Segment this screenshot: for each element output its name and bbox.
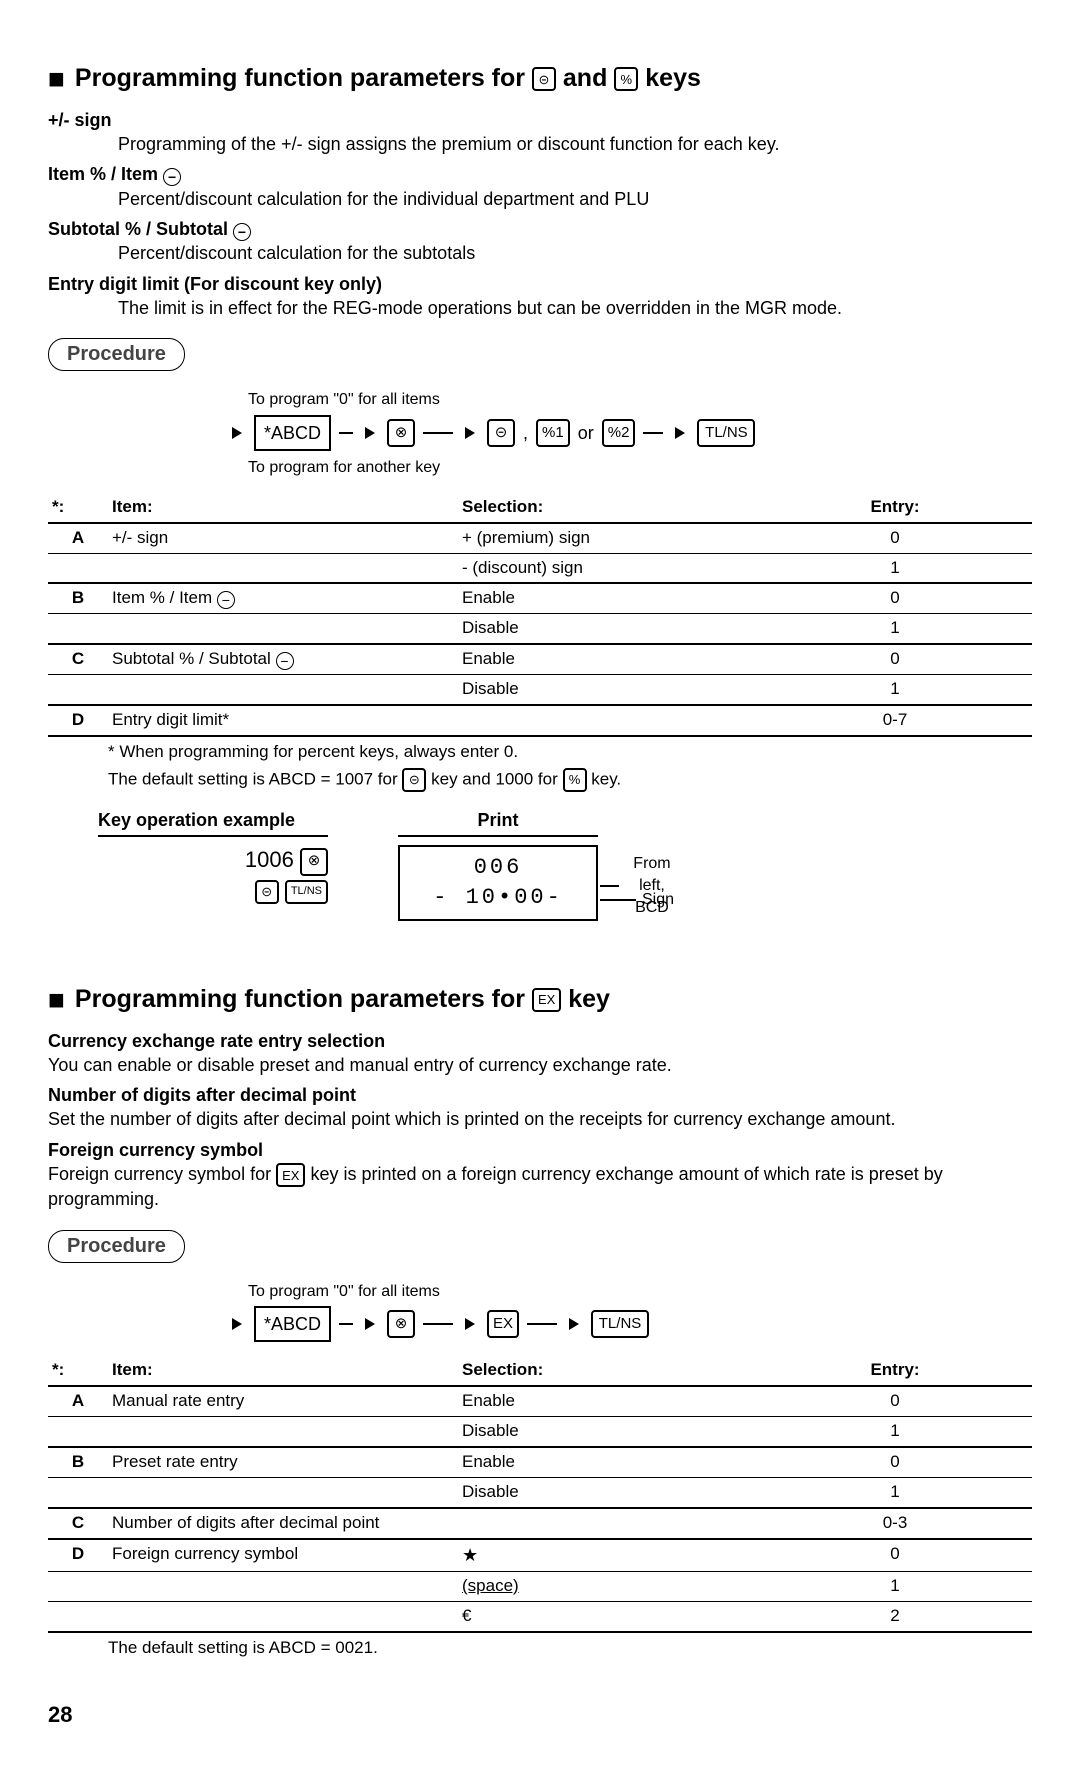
arrow-icon [365,427,375,439]
footnote: * When programming for percent keys, alw… [108,741,1032,764]
flow-diagram: To program "0" for all items *ABCD ⊗ EX … [228,1281,1032,1343]
pct1-key-icon: %1 [536,419,570,447]
pct2-key-icon: %2 [602,419,636,447]
def-term: Foreign currency symbol [48,1138,1032,1162]
ex-key-icon: EX [532,988,561,1012]
arrow-icon [232,1318,242,1330]
footnote: The default setting is ABCD = 1007 for ⊝… [108,768,1032,792]
def-body: The limit is in effect for the REG-mode … [48,296,1032,320]
circle-minus-icon: − [233,223,251,241]
def-term: Item % / Item − [48,162,1032,186]
tlns-key-icon: TL/NS [285,880,328,904]
def-body: You can enable or disable preset and man… [48,1053,1032,1077]
kop-line: ⊝ TL/NS [98,876,328,906]
def-body: Percent/discount calculation for the ind… [48,187,1032,211]
flow-text: or [578,421,594,445]
minus-key-icon: ⊝ [487,419,515,447]
print-receipt: 006 - 10•00- From left, BCD Sign [398,845,598,920]
ex-key-icon: EX [276,1163,305,1187]
flow-note: To program "0" for all items [248,1281,1032,1303]
annotation: Sign [642,889,674,911]
items-table: *: Item: Selection: Entry: A+/- sign+ (p… [48,493,1032,738]
arrow-icon [465,427,475,439]
def-body: Foreign currency symbol for EX key is pr… [48,1162,1032,1212]
procedure-pill: Procedure [48,338,185,371]
def-body: Percent/discount calculation for the sub… [48,241,1032,265]
def-term: +/- sign [48,108,1032,132]
arrow-icon [675,427,685,439]
section1-title: ■ Programming function parameters for ⊝ … [48,60,1032,98]
flow-box: *ABCD [254,415,331,451]
flow-diagram: To program "0" for all items *ABCD ⊗ ⊝ ,… [228,389,1032,478]
flow-text: , [523,421,528,445]
print-line: 006 [404,853,592,883]
title-text: Programming function parameters for ⊝ an… [75,62,701,96]
tlns-key-icon: TL/NS [697,419,755,447]
procedure-pill: Procedure [48,1230,185,1263]
at-key-icon: ⊗ [387,1310,415,1338]
ex-key-icon: EX [487,1310,519,1338]
key-operation-example: Key operation example 1006 ⊗ ⊝ TL/NS Pri… [98,808,1032,921]
print-line: - 10•00- [404,883,592,913]
percent-key-icon: % [563,768,587,792]
square-bullet-icon: ■ [48,981,65,1019]
arrow-icon [365,1318,375,1330]
minus-key-icon: ⊝ [255,880,279,904]
page-number: 28 [48,1700,1032,1730]
circle-minus-icon: − [217,591,235,609]
def-term: Currency exchange rate entry selection [48,1029,1032,1053]
line [339,432,353,434]
circle-minus-icon: − [163,168,181,186]
square-bullet-icon: ■ [48,60,65,98]
procedure-block: Procedure To program "0" for all items *… [48,320,1032,478]
line [339,1323,353,1325]
minus-key-icon: ⊝ [532,67,556,91]
flow-note: To program "0" for all items [248,389,1032,411]
arrow-icon [569,1318,579,1330]
def-body: Set the number of digits after decimal p… [48,1107,1032,1131]
footnote: The default setting is ABCD = 0021. [108,1637,1032,1660]
def-term: Subtotal % / Subtotal − [48,217,1032,241]
arrow-icon [465,1318,475,1330]
section2-title: ■ Programming function parameters for EX… [48,981,1032,1019]
circle-minus-icon: − [276,652,294,670]
title-text: Programming function parameters for EX k… [75,983,610,1017]
minus-key-icon: ⊝ [402,768,426,792]
tlns-key-icon: TL/NS [591,1310,649,1338]
flow-box: *ABCD [254,1306,331,1342]
arrow-icon [232,427,242,439]
line [527,1323,557,1325]
kop-heading: Key operation example [98,808,328,837]
line [423,432,453,434]
def-term: Number of digits after decimal point [48,1083,1032,1107]
percent-key-icon: % [614,67,638,91]
at-key-icon: ⊗ [387,419,415,447]
procedure-block: Procedure To program "0" for all items *… [48,1212,1032,1343]
at-key-icon: ⊗ [300,848,328,876]
line [423,1323,453,1325]
flow-note: To program for another key [248,457,1032,479]
print-heading: Print [398,808,598,837]
items-table: *: Item: Selection: Entry: AManual rate … [48,1356,1032,1632]
kop-line: 1006 ⊗ [98,845,328,875]
def-body: Programming of the +/- sign assigns the … [48,132,1032,156]
def-term: Entry digit limit (For discount key only… [48,272,1032,296]
line [643,432,663,434]
